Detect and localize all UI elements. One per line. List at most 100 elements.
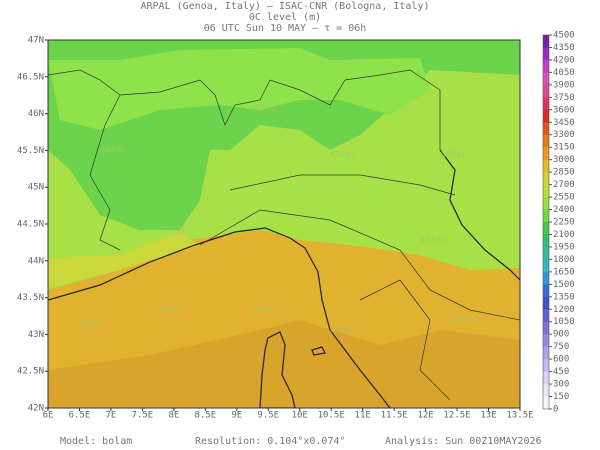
- warm-core: [48, 320, 520, 408]
- lon-label: 7E: [106, 411, 117, 421]
- colorbar-segment: [543, 222, 549, 235]
- colorbar-segment: [543, 384, 549, 397]
- lat-label: 44N: [28, 256, 44, 266]
- island: [311, 346, 326, 356]
- colorbar-segment: [543, 359, 549, 372]
- colorbar-segment: [543, 346, 549, 360]
- colorbar-segment: [543, 59, 549, 73]
- lat-label: 44.5N: [17, 220, 44, 230]
- colorbar-label: 3600: [553, 105, 575, 115]
- lon-label: 12E: [417, 411, 433, 421]
- colorbar-label: 150: [553, 392, 569, 402]
- footer-analysis: Analysis: Sun 00Z10MAY2026: [385, 436, 542, 447]
- colorbar-label: 750: [553, 342, 569, 352]
- lon-label: 10.5E: [318, 411, 345, 421]
- colorbar-segment: [543, 84, 549, 98]
- colorbar-label: 1800: [553, 255, 575, 265]
- lon-label: 13E: [480, 411, 496, 421]
- colorbar-label: 2850: [553, 168, 575, 178]
- watermark: ARPAL: [440, 151, 468, 161]
- footer-model: Model: bolam: [60, 436, 132, 447]
- lon-label: 8E: [168, 411, 179, 421]
- alpine-band: [48, 48, 430, 130]
- colorbar-label: 2550: [553, 193, 575, 203]
- colorbar-segment: [543, 72, 549, 86]
- colorbar-segment: [543, 109, 549, 123]
- colorbar-label: 4200: [553, 55, 575, 65]
- colorbar-label: 3750: [553, 93, 575, 103]
- subtitle: 0C level (m): [249, 12, 321, 23]
- lat-label: 46.5N: [17, 72, 44, 82]
- lon-label: 6E: [43, 411, 54, 421]
- region-border: [199, 174, 520, 401]
- lon-label: 11E: [355, 411, 371, 421]
- colorbar-segment: [543, 197, 549, 210]
- colorbar-segment: [543, 147, 549, 160]
- colorbar-segment: [543, 371, 549, 385]
- colorbar-label: 0: [553, 405, 558, 415]
- lon-label: 10E: [292, 411, 308, 421]
- watermark: ARPAL: [450, 316, 478, 326]
- lat-label: 45N: [28, 183, 44, 193]
- colorbar-label: 4500: [553, 31, 575, 41]
- watermark: ARPAL: [420, 236, 448, 246]
- colorbar-label: 4050: [553, 68, 575, 78]
- colorbar-segment: [543, 259, 549, 273]
- time-label: 06 UTC Sun 10 MAY — τ = 06h: [204, 23, 367, 34]
- watermark: ARPAL: [80, 321, 108, 331]
- colorbar-label: 3000: [553, 155, 575, 165]
- colorbar-segment: [543, 209, 549, 223]
- colorbar-label: 4350: [553, 43, 575, 53]
- colorbar-label: 1050: [553, 317, 575, 327]
- lat-label: 43N: [28, 330, 44, 340]
- colorbar-label: 1350: [553, 292, 575, 302]
- lon-label: 7.5E: [132, 411, 154, 421]
- colorbar-segment: [543, 334, 549, 347]
- colorbar-segment: [543, 271, 549, 285]
- map-area: [48, 40, 520, 408]
- coastline: [48, 227, 391, 408]
- lon-label: 9.5E: [257, 411, 279, 421]
- lat-label: 46N: [28, 109, 44, 119]
- footer-resolution: Resolution: 0.104°x0.074°: [195, 436, 346, 447]
- lon-label: 6.5E: [69, 411, 91, 421]
- colorbar-segment: [543, 321, 549, 335]
- lon-label: 9E: [231, 411, 242, 421]
- watermark: ARPAL: [100, 146, 128, 156]
- colorbar-label: 3300: [553, 130, 575, 140]
- watermark: ARPAL: [330, 151, 358, 161]
- colorbar-label: 2250: [553, 218, 575, 228]
- watermark: ARPAL: [330, 326, 358, 336]
- colorbar-label: 1200: [553, 305, 575, 315]
- colorbar-segment: [543, 134, 549, 148]
- colorbar-segment: [543, 97, 549, 111]
- lat-label: 47N: [28, 36, 44, 46]
- title: ARPAL (Genoa, Italy) — ISAC-CNR (Bologna…: [141, 1, 430, 12]
- colorbar-segment: [543, 284, 549, 298]
- colorbar-segment: [543, 396, 549, 410]
- colorbar-segment: [543, 47, 549, 61]
- colorbar-label: 2400: [553, 205, 575, 215]
- watermark: ARPAL: [250, 104, 278, 114]
- lon-label: 11.5E: [381, 411, 408, 421]
- coastline: [439, 149, 520, 281]
- lon-label: 8.5E: [194, 411, 216, 421]
- colorbar-label: 1650: [553, 267, 575, 277]
- watermark: ARPAL: [160, 226, 188, 236]
- colorbar-label: 450: [553, 367, 569, 377]
- colorbar-label: 3450: [553, 118, 575, 128]
- colorbar-label: 3900: [553, 80, 575, 90]
- transition: [48, 232, 200, 288]
- colorbar-segment: [543, 309, 549, 323]
- watermark: ARPAL: [160, 306, 188, 316]
- colorbar-label: 2100: [553, 230, 575, 240]
- colorbar-segment: [543, 122, 549, 136]
- colorbar-label: 600: [553, 355, 569, 365]
- watermark: ARPAL: [250, 306, 278, 316]
- colorbar-label: 1950: [553, 242, 575, 252]
- border: [48, 69, 441, 251]
- colorbar-segment: [543, 35, 549, 48]
- lon-label: 12.5E: [444, 411, 471, 421]
- colorbar-segment: [543, 234, 549, 248]
